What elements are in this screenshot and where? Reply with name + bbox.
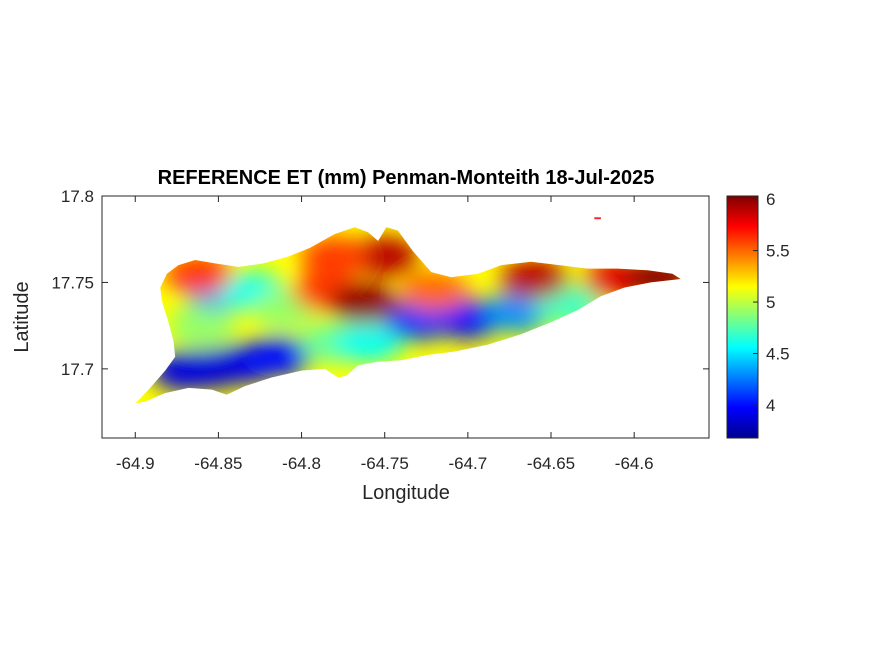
colorbar-ticks: 4 4.5 5 5.5 6 bbox=[753, 190, 790, 415]
x-tick-label: -64.75 bbox=[361, 454, 409, 473]
colorbar-tick-label: 6 bbox=[766, 190, 775, 209]
y-axis-label: Latitude bbox=[11, 281, 33, 352]
y-tick-label: 17.8 bbox=[61, 187, 94, 206]
x-axis-ticks: -64.9 -64.85 -64.8 -64.75 -64.7 -64.65 -64.6 bbox=[116, 196, 654, 473]
colorbar: 4 4.5 5 5.5 6 bbox=[726, 190, 790, 439]
heat-sample-3 bbox=[242, 336, 311, 377]
x-tick-label: -64.7 bbox=[448, 454, 487, 473]
heat-sample-17 bbox=[300, 236, 369, 277]
y-tick-label: 17.7 bbox=[61, 360, 94, 379]
islet-mark bbox=[594, 217, 601, 220]
colorbar-tick-label: 5.5 bbox=[766, 242, 790, 261]
island-heatmap bbox=[135, 217, 681, 404]
colorbar-tick-label: 4.5 bbox=[766, 345, 790, 364]
map-title: REFERENCE ET (mm) Penman-Monteith 18-Jul… bbox=[158, 167, 655, 189]
x-tick-label: -64.6 bbox=[615, 454, 654, 473]
x-tick-label: -64.9 bbox=[116, 454, 155, 473]
heat-sample-16 bbox=[350, 236, 419, 277]
y-tick-label: 17.75 bbox=[51, 273, 94, 292]
colorbar-tick-label: 5 bbox=[766, 293, 775, 312]
heat-sample-19 bbox=[400, 271, 469, 312]
heat-blobs bbox=[151, 236, 681, 391]
axes-box bbox=[101, 195, 710, 439]
heat-sample-6 bbox=[167, 305, 236, 346]
heat-sample-9 bbox=[334, 322, 403, 363]
x-tick-label: -64.8 bbox=[282, 454, 321, 473]
heat-sample-15 bbox=[329, 283, 398, 324]
x-tick-label: -64.65 bbox=[527, 454, 575, 473]
colorbar-tick-label: 4 bbox=[766, 396, 775, 415]
x-tick-label: -64.85 bbox=[194, 454, 242, 473]
colorbar-scale bbox=[726, 195, 759, 439]
y-axis-ticks: 17.7 17.75 17.8 bbox=[51, 187, 709, 379]
x-axis-label: Longitude bbox=[362, 482, 450, 504]
heat-sample-20 bbox=[500, 259, 569, 299]
